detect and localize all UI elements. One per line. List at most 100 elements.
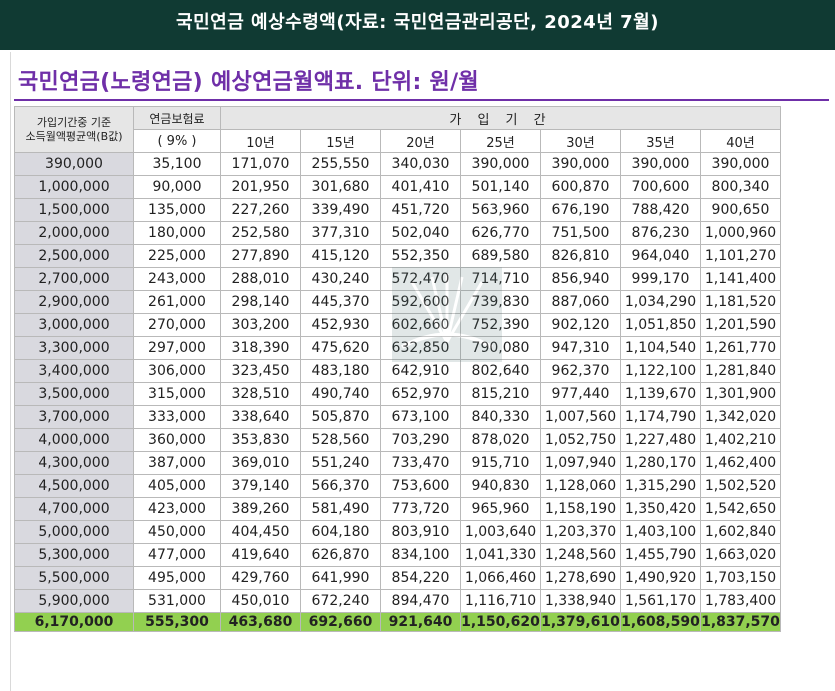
premium-cell: 333,000	[133, 405, 221, 429]
header-period: 가 입 기 간	[220, 106, 781, 130]
pension-cell: 318,390	[220, 336, 301, 360]
pension-cell: 430,240	[300, 267, 381, 291]
pension-cell: 689,580	[460, 244, 541, 268]
table-row: 4,500,000 405,000 379,140 566,370 753,600 940…	[14, 474, 781, 498]
premium-cell: 555,300	[133, 612, 221, 632]
pension-cell: 572,470	[380, 267, 461, 291]
pension-cell: 377,310	[300, 221, 381, 245]
premium-cell: 35,100	[133, 152, 221, 176]
header-base-income-line1: 가입기간중 기준	[36, 115, 112, 129]
pension-cell: 1,837,570	[700, 612, 781, 632]
pension-cell: 802,640	[460, 359, 541, 383]
pension-cell: 501,140	[460, 175, 541, 199]
pension-cell: 641,990	[300, 566, 381, 590]
income-cell: 2,900,000	[14, 290, 134, 314]
table-row: 6,170,000 555,300 463,680 692,660 921,640 1,1…	[14, 612, 781, 632]
pension-cell: 1,097,940	[540, 451, 621, 475]
pension-cell: 1,041,330	[460, 543, 541, 567]
pension-cell: 450,010	[220, 589, 301, 613]
pension-cell: 502,040	[380, 221, 461, 245]
pension-cell: 676,190	[540, 198, 621, 222]
pension-cell: 171,070	[220, 152, 301, 176]
pension-cell: 1,602,840	[700, 520, 781, 544]
pension-cell: 301,680	[300, 175, 381, 199]
header-year-2: 20년	[380, 129, 461, 153]
pension-cell: 328,510	[220, 382, 301, 406]
pension-cell: 965,960	[460, 497, 541, 521]
income-cell: 4,700,000	[14, 497, 134, 521]
table-row: 5,900,000 531,000 450,010 672,240 894,470 1,1…	[14, 589, 781, 613]
premium-cell: 225,000	[133, 244, 221, 268]
pension-cell: 626,770	[460, 221, 541, 245]
pension-cell: 632,850	[380, 336, 461, 360]
pension-cell: 714,710	[460, 267, 541, 291]
premium-cell: 423,000	[133, 497, 221, 521]
pension-cell: 1,139,670	[620, 382, 701, 406]
table-row: 1,500,000 135,000 227,260 339,490 451,720 563…	[14, 198, 781, 222]
pension-cell: 815,210	[460, 382, 541, 406]
pension-cell: 1,248,560	[540, 543, 621, 567]
premium-cell: 315,000	[133, 382, 221, 406]
pension-cell: 452,930	[300, 313, 381, 337]
pension-cell: 600,870	[540, 175, 621, 199]
pension-cell: 773,720	[380, 497, 461, 521]
pension-cell: 1,141,400	[700, 267, 781, 291]
table-row: 2,900,000 261,000 298,140 445,370 592,600 739…	[14, 290, 781, 314]
pension-cell: 1,663,020	[700, 543, 781, 567]
pension-cell: 1,003,640	[460, 520, 541, 544]
table-row: 3,300,000 297,000 318,390 475,620 632,850 790…	[14, 336, 781, 360]
pension-cell: 921,640	[380, 612, 461, 632]
income-cell: 4,500,000	[14, 474, 134, 498]
pension-cell: 1,280,170	[620, 451, 701, 475]
pension-cell: 894,470	[380, 589, 461, 613]
table-row: 1,000,000 90,000 201,950 301,680 401,410 501,…	[14, 175, 781, 199]
pension-cell: 288,010	[220, 267, 301, 291]
income-cell: 1,500,000	[14, 198, 134, 222]
pension-cell: 964,040	[620, 244, 701, 268]
income-cell: 2,700,000	[14, 267, 134, 291]
income-cell: 4,300,000	[14, 451, 134, 475]
income-cell: 5,000,000	[14, 520, 134, 544]
pension-cell: 390,000	[540, 152, 621, 176]
pension-cell: 902,120	[540, 313, 621, 337]
pension-cell: 977,440	[540, 382, 621, 406]
header-premium: 연금보험료	[133, 106, 221, 130]
page-title: 국민연금 예상수령액(자료: 국민연금관리공단, 2024년 7월)	[176, 12, 659, 33]
pension-cell: 626,870	[300, 543, 381, 567]
table-row: 3,700,000 333,000 338,640 505,870 673,100 840…	[14, 405, 781, 429]
pension-cell: 353,830	[220, 428, 301, 452]
pension-cell: 1,561,170	[620, 589, 701, 613]
pension-cell: 1,051,850	[620, 313, 701, 337]
pension-cell: 1,201,590	[700, 313, 781, 337]
pension-cell: 201,950	[220, 175, 301, 199]
pension-cell: 566,370	[300, 474, 381, 498]
premium-cell: 270,000	[133, 313, 221, 337]
pension-cell: 1,116,710	[460, 589, 541, 613]
income-cell: 6,170,000	[14, 612, 134, 632]
pension-cell: 1,158,190	[540, 497, 621, 521]
header-year-5: 35년	[620, 129, 701, 153]
pension-cell: 475,620	[300, 336, 381, 360]
income-cell: 3,000,000	[14, 313, 134, 337]
header-base-income-line2: 소득월액평균액(B값)	[25, 129, 123, 143]
pension-cell: 369,010	[220, 451, 301, 475]
pension-cell: 878,020	[460, 428, 541, 452]
premium-cell: 405,000	[133, 474, 221, 498]
pension-cell: 490,740	[300, 382, 381, 406]
pension-cell: 338,640	[220, 405, 301, 429]
subtitle-underline	[14, 99, 829, 101]
pension-cell: 1,101,270	[700, 244, 781, 268]
pension-cell: 788,420	[620, 198, 701, 222]
premium-cell: 135,000	[133, 198, 221, 222]
pension-cell: 339,490	[300, 198, 381, 222]
premium-cell: 450,000	[133, 520, 221, 544]
table-row: 2,000,000 180,000 252,580 377,310 502,040 626…	[14, 221, 781, 245]
header-year-0: 10년	[220, 129, 301, 153]
pension-cell: 1,128,060	[540, 474, 621, 498]
pension-cell: 552,350	[380, 244, 461, 268]
pension-cell: 401,410	[380, 175, 461, 199]
pension-cell: 1,281,840	[700, 359, 781, 383]
pension-cell: 1,542,650	[700, 497, 781, 521]
header-year-1: 15년	[300, 129, 381, 153]
premium-cell: 387,000	[133, 451, 221, 475]
